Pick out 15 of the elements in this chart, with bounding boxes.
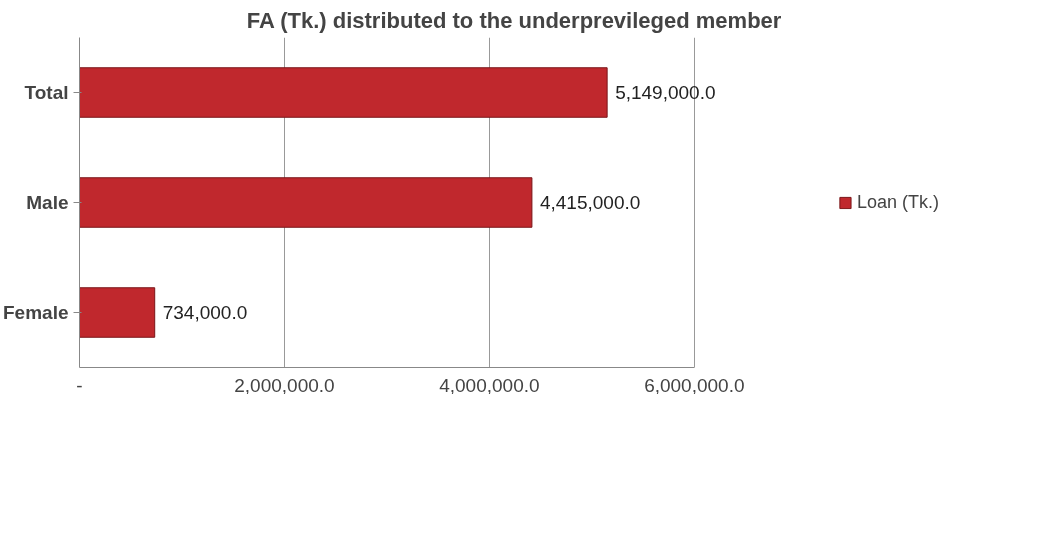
bar [79,177,533,228]
data-label: 734,000.0 [162,302,248,323]
bar [79,67,608,118]
x-tick-label: 2,000,000.0 [234,374,335,396]
x-tick-label: - [76,374,83,396]
bar [79,287,156,338]
x-tick-label: 4,000,000.0 [439,374,540,396]
y-tick-label: Male [26,192,69,213]
legend-label: Loan (Tk.) [856,191,939,213]
y-tick-label: Total [24,82,69,103]
data-label: 4,415,000.0 [539,192,641,213]
data-label: 5,149,000.0 [615,82,716,103]
x-tick-label: 6,000,000.0 [644,374,745,396]
chart-title: FA (Tk.) distributed to the underprevileged member [246,7,782,33]
y-tick-label: Female [3,302,69,323]
